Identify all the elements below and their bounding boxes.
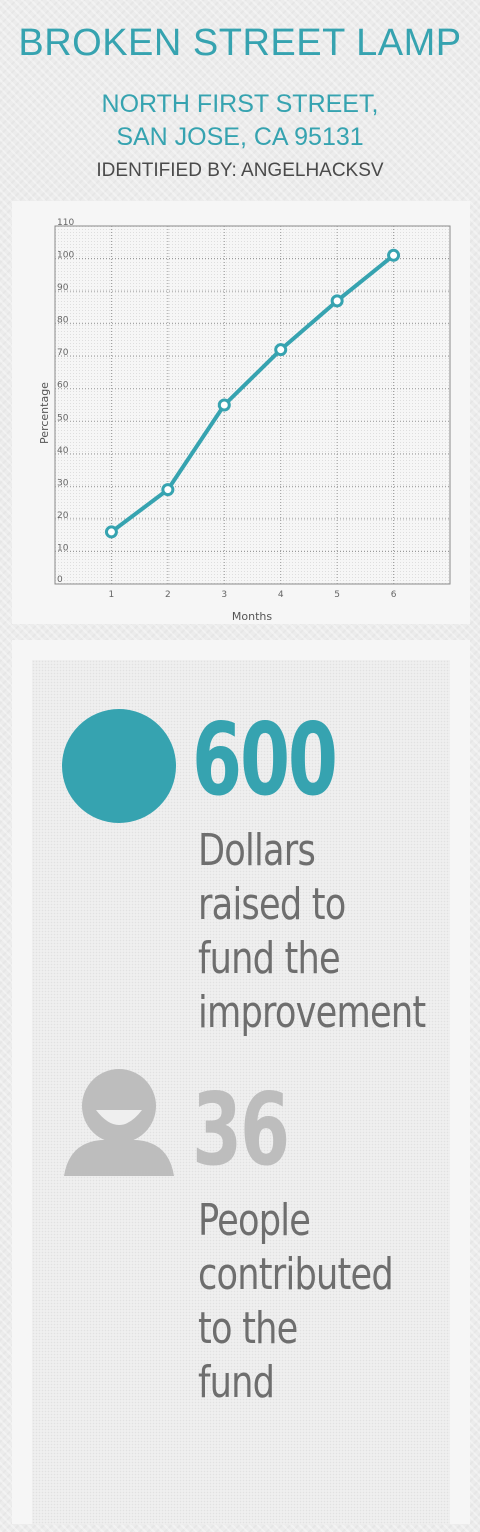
y-tick-label: 60 (57, 381, 69, 391)
y-tick-label: 90 (57, 283, 69, 293)
people-line-1: People (198, 1195, 311, 1246)
people-line-3: to the (198, 1303, 298, 1354)
y-tick-label: 20 (57, 511, 69, 521)
address-line-1: NORTH FIRST STREET, (101, 90, 379, 118)
x-tick-label: 3 (221, 590, 227, 600)
x-tick-label: 5 (334, 590, 340, 600)
x-axis-ticks: 1 2 3 4 5 6 (109, 590, 397, 600)
x-tick-label: 1 (109, 590, 115, 600)
y-axis-label: Percentage (38, 382, 51, 444)
address-line-2: SAN JOSE, CA 95131 (116, 123, 364, 151)
x-axis-label: Months (232, 610, 272, 623)
y-tick-label: 70 (57, 348, 69, 358)
data-point (387, 248, 401, 262)
identified-by: IDENTIFIED BY: ANGELHACKSV (96, 160, 384, 181)
data-point (274, 343, 288, 357)
y-tick-label: 80 (57, 316, 69, 326)
dollars-line-3: fund the (198, 933, 341, 984)
dollars-value: 600 (192, 701, 338, 818)
y-tick-label: 50 (57, 413, 69, 423)
data-points (104, 248, 401, 539)
y-tick-label: 110 (57, 218, 74, 228)
address: NORTH FIRST STREET, SAN JOSE, CA 95131 (0, 88, 480, 154)
dollars-line-1: Dollars (198, 825, 316, 876)
dollars-line-4: improvement (198, 987, 426, 1038)
data-point (104, 525, 118, 539)
people-line-4: fund (198, 1357, 275, 1408)
stats-panel: 600 Dollars raised to fund the improveme… (32, 660, 450, 1524)
x-tick-label: 2 (165, 590, 171, 600)
people-line-2: contributed (198, 1249, 394, 1300)
dollars-description: Dollars raised to fund the improvement (198, 824, 426, 1040)
series-line (109, 253, 396, 534)
y-tick-label: 10 (57, 543, 69, 553)
data-point (330, 294, 344, 308)
x-tick-label: 4 (278, 590, 284, 600)
x-tick-label: 6 (391, 590, 397, 600)
y-axis-ticks: 0 10 20 30 40 50 60 70 80 90 100 110 (57, 218, 74, 585)
data-point (217, 398, 231, 412)
y-tick-label: 0 (57, 575, 63, 585)
page-title: BROKEN STREET LAMP (18, 22, 462, 64)
y-tick-label: 100 (57, 251, 74, 261)
y-tick-label: 30 (57, 478, 69, 488)
data-point (161, 483, 175, 497)
dollars-line-2: raised to (198, 879, 346, 930)
stats-card: 600 Dollars raised to fund the improveme… (12, 640, 470, 1524)
people-value: 36 (192, 1071, 290, 1188)
circle-icon (62, 709, 176, 823)
people-description: People contributed to the fund (198, 1194, 394, 1410)
y-tick-label: 40 (57, 446, 69, 456)
person-icon (64, 1069, 174, 1176)
